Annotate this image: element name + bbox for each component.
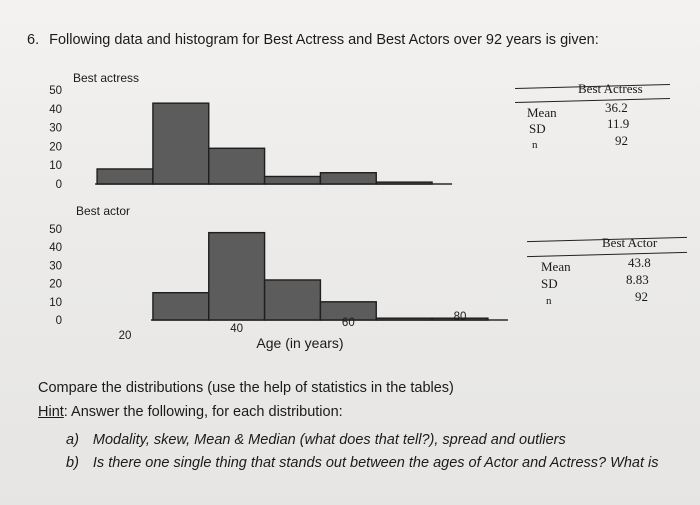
y-tick-label: 50 — [49, 224, 62, 236]
histogram-bar — [208, 231, 266, 321]
compare-instruction: Compare the distributions (use the help … — [38, 380, 454, 396]
histogram-bar — [431, 317, 489, 321]
y-tick-label: 40 — [49, 242, 62, 254]
y-tick-label: 20 — [49, 141, 62, 153]
row-value-n: 92 — [635, 289, 648, 304]
actor-stats-table: Best Actor Mean 43.8 SD 8.83 n 92 — [527, 228, 692, 308]
item-b-label: b) — [66, 455, 79, 471]
row-value-sd: 11.9 — [607, 116, 630, 131]
row-label-mean: Mean — [541, 259, 571, 274]
x-tick-label: 60 — [342, 317, 355, 329]
histogram-bar — [319, 172, 377, 185]
row-value-mean: 36.2 — [605, 100, 628, 115]
row-label-n: n — [532, 139, 538, 151]
y-tick-label: 30 — [49, 260, 62, 272]
histogram-bar — [375, 317, 433, 321]
table-header: Best Actress — [578, 81, 643, 96]
chart-title: Best actress — [73, 71, 139, 85]
x-tick-label: 80 — [454, 311, 467, 323]
y-tick-label: 0 — [56, 179, 62, 191]
item-a-text: Modality, skew, Mean & Median (what does… — [92, 432, 566, 448]
x-tick-label: 20 — [119, 330, 132, 342]
table-header: Best Actor — [602, 235, 658, 250]
question-number: 6. — [27, 32, 40, 48]
y-tick-label: 20 — [49, 279, 62, 291]
y-tick-label: 30 — [49, 123, 62, 135]
hint-label: Hint — [38, 404, 64, 420]
y-tick-label: 50 — [49, 85, 62, 97]
row-label-n: n — [546, 295, 552, 307]
item-a-label: a) — [66, 432, 79, 448]
histogram-bar — [375, 181, 433, 185]
row-label-sd: SD — [529, 121, 546, 136]
histogram-bar — [96, 168, 154, 185]
chart-title: Best actor — [76, 204, 130, 218]
row-value-sd: 8.83 — [626, 272, 649, 287]
actress-stats-table: Best Actress Mean 36.2 SD 11.9 n 92 — [515, 78, 675, 158]
table-header-rule — [515, 97, 670, 104]
histogram-bar — [319, 301, 377, 321]
x-tick-label: 40 — [230, 323, 243, 335]
x-axis-label: Age (in years) — [256, 335, 343, 351]
item-b: b) Is there one single thing that stands … — [66, 455, 658, 471]
y-tick-label: 10 — [49, 160, 62, 172]
y-tick-label: 0 — [56, 315, 62, 327]
item-b-text: Is there one single thing that stands ou… — [92, 455, 659, 471]
histogram-bar — [208, 147, 266, 185]
row-value-n: 92 — [615, 133, 628, 148]
histogram-bar — [263, 279, 322, 321]
histogram-bar — [152, 292, 210, 321]
item-a: a) Modality, skew, Mean & Median (what do… — [66, 432, 566, 448]
hint-text: : Answer the following, for each distrib… — [63, 404, 343, 420]
question-line: 6. Following data and histogram for Best … — [27, 32, 599, 48]
y-tick-label: 40 — [49, 104, 62, 116]
hint-line: Hint: Answer the following, for each dis… — [38, 404, 343, 420]
histogram-bar — [263, 175, 322, 185]
y-tick-label: 10 — [49, 297, 62, 309]
question-text: Following data and histogram for Best Ac… — [49, 32, 599, 48]
row-value-mean: 43.8 — [628, 255, 651, 270]
row-label-sd: SD — [541, 276, 558, 291]
row-label-mean: Mean — [527, 105, 557, 120]
table-header-rule — [527, 251, 687, 258]
histogram-bar — [152, 102, 210, 185]
